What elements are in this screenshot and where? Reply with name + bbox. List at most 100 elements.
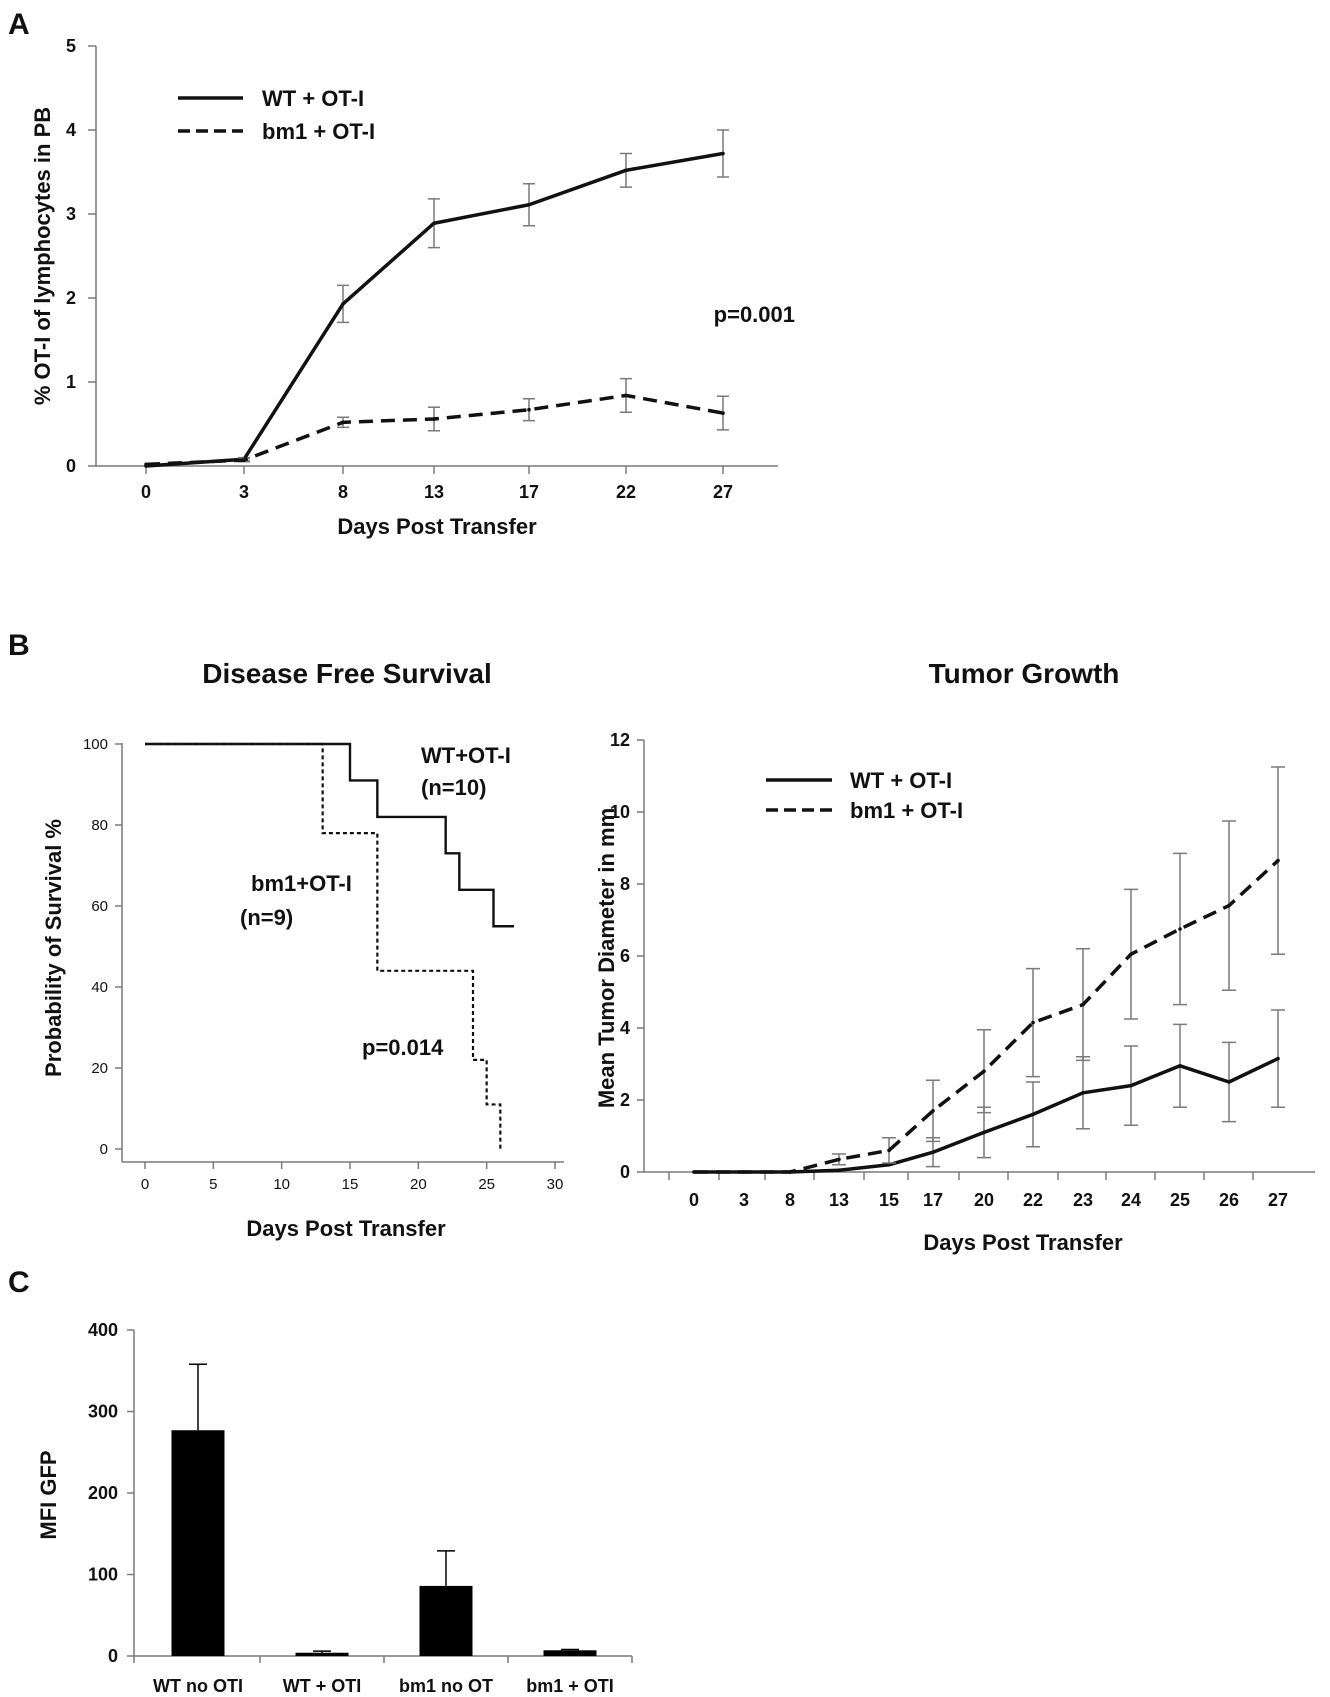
x-tick-label: 20	[974, 1190, 994, 1210]
y-axis-title: % OT-I of lymphocytes in PB	[30, 107, 55, 405]
x-tick-label: 8	[785, 1190, 795, 1210]
y-tick-label: 80	[91, 817, 108, 834]
chart-title: Tumor Growth	[929, 658, 1120, 689]
y-tick-label: 4	[620, 1018, 630, 1038]
x-tick-label: 17	[519, 482, 539, 502]
legend-label-bm1-ot-i: bm1 + OT-I	[262, 119, 375, 144]
y-tick-label: 5	[66, 36, 76, 56]
x-tick-label: 3	[739, 1190, 749, 1210]
error-bar	[189, 1363, 207, 1431]
x-axis-title: Days Post Transfer	[923, 1230, 1123, 1255]
data-point-wt-ot-i	[1031, 1112, 1035, 1117]
x-tick-label: 10	[273, 1176, 290, 1193]
error-bar	[313, 1650, 331, 1653]
x-tick-label: 13	[829, 1190, 849, 1210]
y-tick-label: 3	[66, 204, 76, 224]
data-point-wt-ot-i	[624, 168, 628, 173]
y-tick-label: 6	[620, 946, 630, 966]
p-value-annotation: p=0.001	[714, 302, 795, 327]
bar	[295, 1652, 349, 1656]
y-axis-title: Probability of Survival %	[41, 819, 66, 1077]
data-point-bm1-ot-i	[931, 1109, 935, 1113]
y-tick-label: 100	[88, 1565, 118, 1585]
data-point-wt-ot-i	[527, 202, 531, 207]
y-axis-title: Mean Tumor Diameter in mm	[594, 808, 619, 1108]
x-tick-label: 20	[410, 1176, 427, 1193]
data-point-wt-ot-i	[1081, 1091, 1085, 1095]
data-point-wt-ot-i	[341, 302, 345, 306]
series-n-bm1-ot-i: (n=9)	[240, 905, 293, 930]
series-label-bm1-ot-i: bm1+OT-I	[251, 871, 352, 896]
x-tick-label: 25	[478, 1176, 495, 1193]
data-point-bm1-ot-i	[692, 1170, 696, 1174]
chart-mfi-gfp: 0 100 200 300 400 WT no OTI WT + OTI bm1 no OT b…	[36, 1320, 633, 1696]
x-tick-label: 22	[616, 482, 636, 502]
series-line-wt-ot-i	[694, 1057, 1279, 1174]
y-tick-label: 1	[66, 372, 76, 392]
data-point-bm1-ot-i	[1227, 903, 1231, 908]
x-tick-label: 30	[547, 1176, 564, 1193]
data-point-wt-ot-i	[982, 1130, 986, 1135]
bar	[419, 1585, 473, 1656]
x-tick-label: 13	[424, 482, 444, 502]
y-tick-label: 0	[620, 1162, 630, 1182]
chart-ot1-expansion: 0 1 2 3 4 5 0 3 8 13 17 22 27 Days Post Transfer % OT-…	[30, 36, 795, 539]
legend-label-bm1-ot-i: bm1 + OT-I	[850, 798, 963, 823]
y-tick-label: 200	[88, 1483, 118, 1503]
y-tick-label: 8	[620, 874, 630, 894]
survival-curve-bm1-ot-i	[145, 742, 502, 1149]
x-axis-title: Days Post Transfer	[246, 1216, 446, 1241]
data-point-bm1-ot-i	[341, 420, 345, 425]
data-point-bm1-ot-i	[432, 417, 436, 421]
x-tick-label: WT no OTI	[153, 1676, 243, 1696]
data-point-bm1-ot-i	[982, 1069, 986, 1073]
data-point-wt-ot-i	[432, 221, 436, 226]
panel-c-letter: C	[8, 1266, 30, 1299]
data-point-wt-ot-i	[887, 1163, 891, 1167]
y-tick-label: 12	[610, 730, 630, 750]
y-tick-label: 0	[108, 1646, 118, 1666]
data-point-wt-ot-i	[721, 151, 725, 156]
y-tick-label: 4	[66, 120, 76, 140]
data-point-bm1-ot-i	[887, 1148, 891, 1153]
chart-disease-free-survival: Disease Free Survival 0 20 40 60 80 100 0 5 10 15 2…	[41, 658, 564, 1241]
x-tick-label: 15	[342, 1176, 359, 1193]
data-point-wt-ot-i	[1178, 1064, 1182, 1068]
x-tick-label: 24	[1121, 1190, 1141, 1210]
x-tick-label: 25	[1170, 1190, 1190, 1210]
x-tick-label: 0	[689, 1190, 699, 1210]
y-tick-label: 20	[91, 1060, 108, 1077]
y-tick-label: 10	[610, 802, 630, 822]
x-tick-label: 3	[239, 482, 249, 502]
series-label-wt-ot-i: WT+OT-I	[421, 743, 511, 768]
x-tick-label: 22	[1023, 1190, 1043, 1210]
x-tick-label: 8	[338, 482, 348, 502]
x-tick-label: 5	[209, 1176, 217, 1193]
series-line-bm1-ot-i	[694, 859, 1280, 1174]
legend-label-wt-ot-i: WT + OT-I	[262, 86, 364, 111]
data-point-bm1-ot-i	[1081, 1002, 1085, 1007]
x-tick-label: 23	[1073, 1190, 1093, 1210]
p-value-annotation: p=0.014	[362, 1035, 444, 1060]
data-point-bm1-ot-i	[242, 458, 246, 462]
x-axis-title: Days Post Transfer	[337, 514, 537, 539]
x-tick-label: 26	[1219, 1190, 1239, 1210]
y-axis-title: MFI GFP	[36, 1450, 61, 1539]
data-point-bm1-ot-i	[1129, 952, 1133, 956]
x-tick-label: 17	[923, 1190, 943, 1210]
y-tick-label: 0	[100, 1141, 108, 1158]
y-tick-label: 2	[66, 288, 76, 308]
chart-title: Disease Free Survival	[202, 658, 492, 689]
x-tick-label: 27	[1268, 1190, 1288, 1210]
y-tick-label: 40	[91, 979, 108, 996]
panel-b-letter: B	[8, 629, 30, 662]
survival-curve-wt-ot-i	[145, 742, 514, 928]
data-point-wt-ot-i	[1227, 1080, 1231, 1084]
x-tick-label: 27	[713, 482, 733, 502]
error-bar	[561, 1648, 579, 1651]
data-point-bm1-ot-i	[837, 1157, 841, 1162]
y-tick-label: 0	[66, 456, 76, 476]
data-point-bm1-ot-i	[721, 411, 725, 415]
